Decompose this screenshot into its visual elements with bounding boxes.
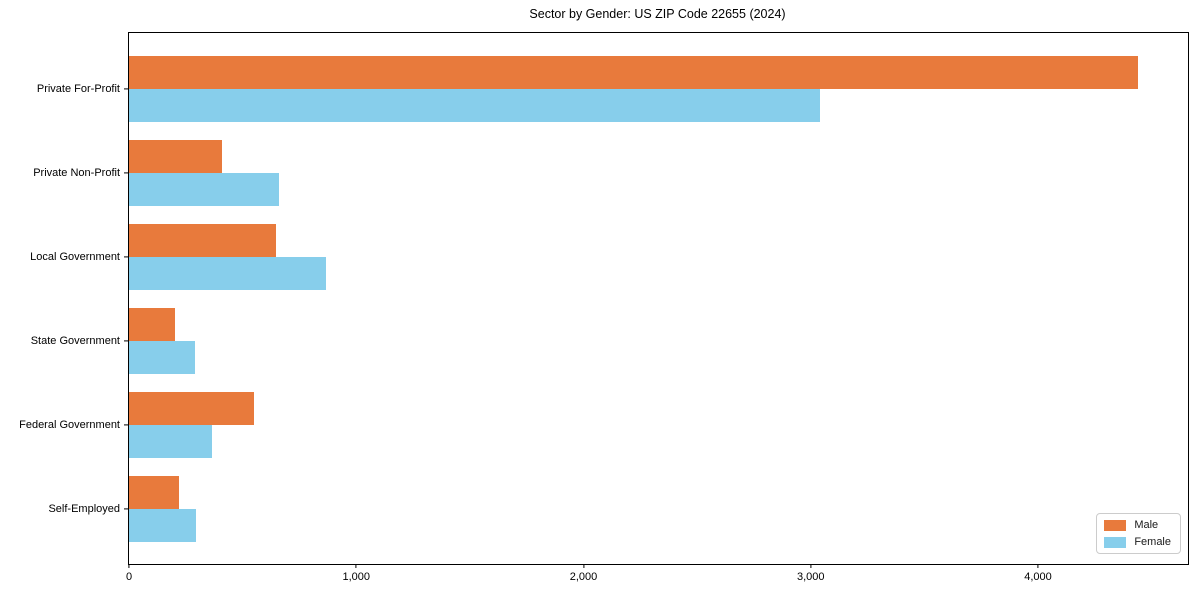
- y-axis-tick: [123, 340, 128, 342]
- bar-female-federal-government: [129, 425, 212, 458]
- x-axis-tick-label: 1,000: [342, 571, 371, 583]
- y-axis-tick: [123, 88, 128, 90]
- bar-female-private-non-profit: [129, 173, 279, 206]
- y-axis-label-state-government: State Government: [30, 335, 120, 347]
- x-axis-tick-label: 4,000: [1024, 571, 1052, 583]
- y-axis-label-federal-government: Federal Government: [19, 419, 120, 431]
- bar-female-local-government: [129, 257, 326, 290]
- bar-male-private-non-profit: [129, 140, 223, 173]
- chart-title: Sector by Gender: US ZIP Code 22655 (202…: [529, 7, 786, 21]
- y-axis-label-self-employed: Self-Employed: [48, 503, 120, 515]
- y-axis-label-local-government: Local Government: [30, 251, 120, 263]
- x-axis-tick-label: 3,000: [796, 571, 825, 583]
- bar-male-private-for-profit: [129, 56, 1138, 89]
- x-axis-tick-label: 2,000: [569, 571, 598, 583]
- y-axis-tick: [123, 424, 128, 426]
- bar-female-self-employed: [129, 509, 196, 542]
- x-axis-tick: [128, 564, 130, 568]
- y-axis-label-private-for-profit: Private For-Profit: [36, 83, 120, 95]
- plot-area: Male Female Private For-Profit Private No…: [19, 32, 1189, 583]
- y-axis-label-private-non-profit: Private Non-Profit: [33, 167, 120, 179]
- bar-male-self-employed: [129, 476, 179, 509]
- legend-item-female: Female: [1104, 536, 1171, 548]
- male-color-swatch: [1104, 519, 1127, 531]
- legend-label-female: Female: [1134, 536, 1171, 548]
- female-color-swatch: [1104, 536, 1127, 548]
- bar-female-private-for-profit: [129, 89, 820, 122]
- y-axis-tick: [123, 508, 128, 510]
- x-axis-tick: [582, 564, 585, 568]
- y-axis-tick: [123, 172, 128, 174]
- x-axis-tick: [810, 564, 812, 568]
- x-axis-tick: [1037, 564, 1039, 568]
- bar-male-local-government: [129, 224, 276, 257]
- bar-male-state-government: [129, 308, 175, 341]
- bar-male-federal-government: [129, 392, 254, 425]
- x-axis-tick-label: 0: [125, 571, 133, 583]
- x-axis-tick: [355, 564, 357, 568]
- bar-female-state-government: [129, 341, 195, 374]
- y-axis-tick: [123, 256, 128, 258]
- legend-label-male: Male: [1134, 519, 1159, 531]
- legend: Male Female: [1096, 513, 1181, 554]
- legend-item-male: Male: [1104, 519, 1171, 531]
